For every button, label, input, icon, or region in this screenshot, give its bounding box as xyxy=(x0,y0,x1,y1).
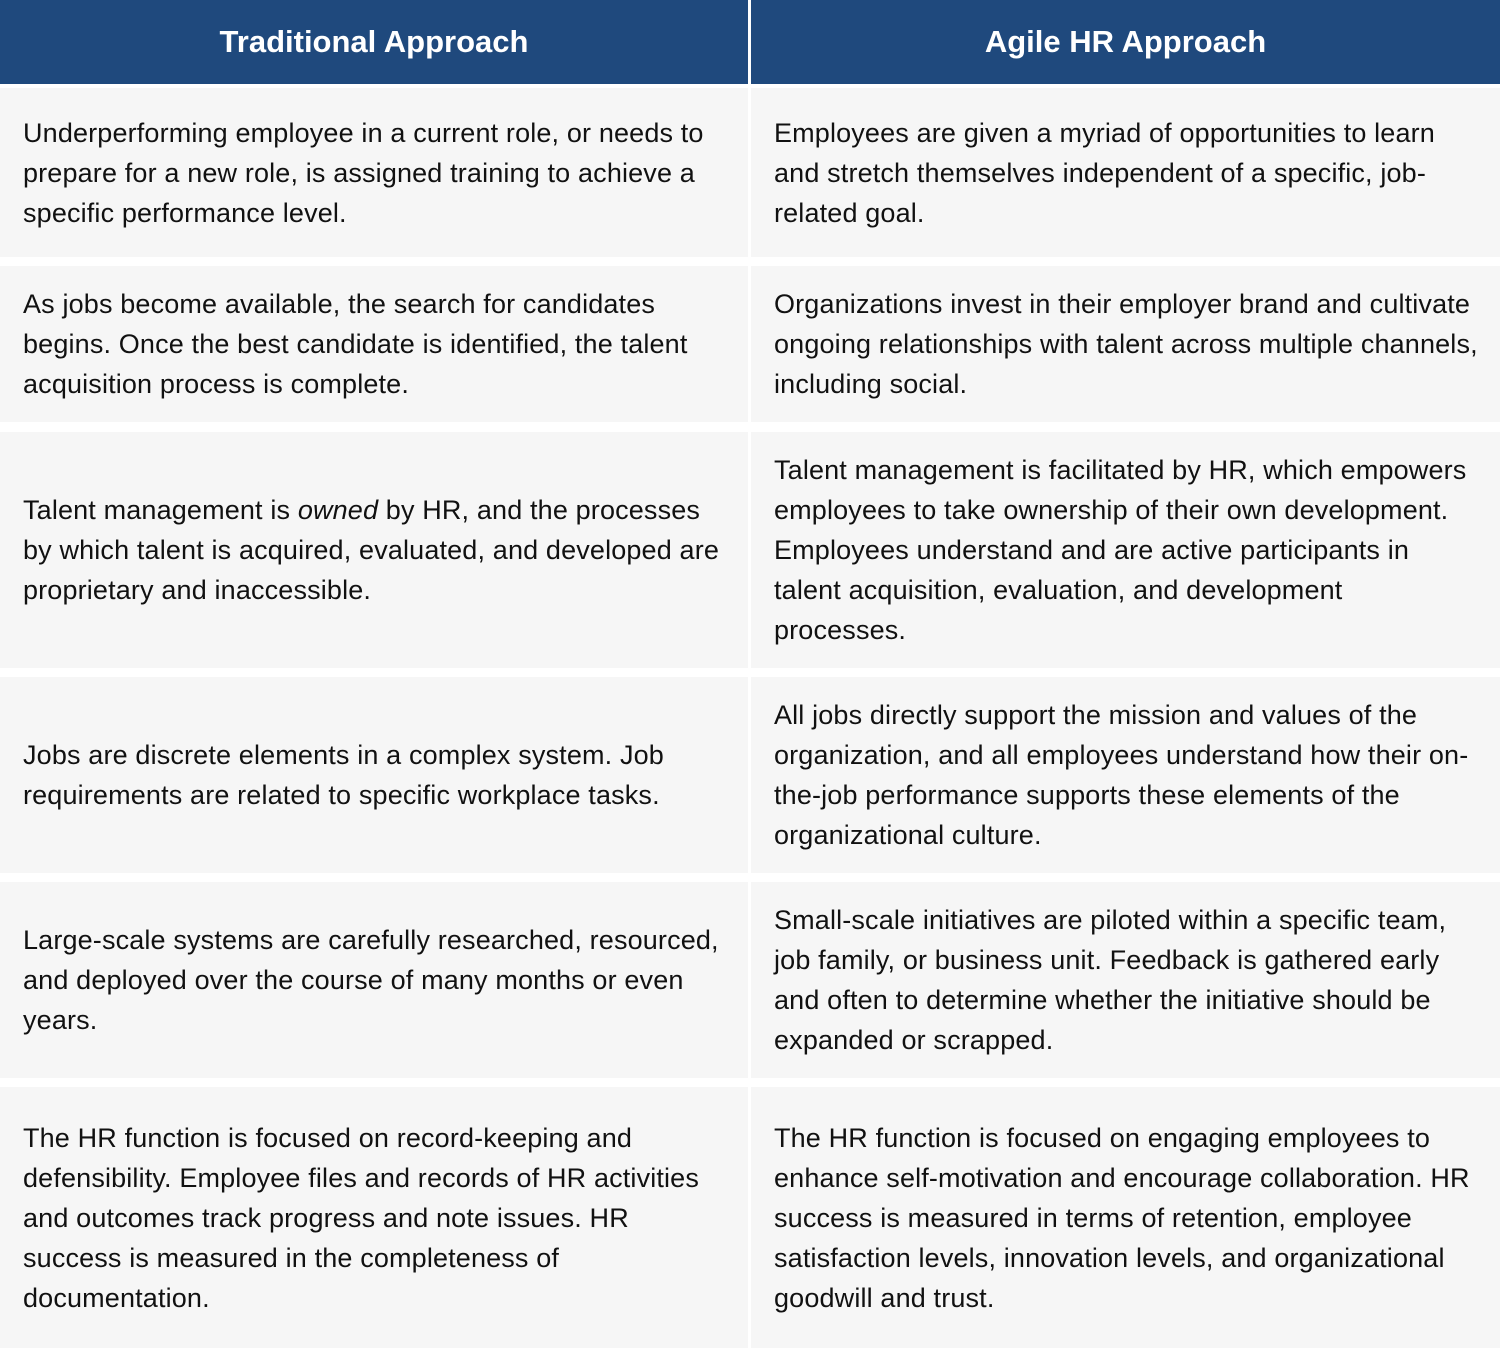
row-3-traditional-post: by HR, and the processes by which talent… xyxy=(23,495,720,605)
row-5-traditional-text: Large-scale systems are carefully resear… xyxy=(23,925,719,1035)
header-agile: Agile HR Approach xyxy=(751,0,1500,84)
row-1-agile-cell: Employees are given a myriad of opportun… xyxy=(751,88,1500,257)
row-5-agile-cell: Small-scale initiatives are piloted with… xyxy=(751,882,1500,1078)
row-3-traditional-emphasis: owned xyxy=(297,495,379,525)
row-2-agile-text: Organizations invest in their employer b… xyxy=(774,289,1478,399)
row-4-agile-cell: All jobs directly support the mission an… xyxy=(751,677,1500,873)
row-6-agile-cell: The HR function is focused on engaging e… xyxy=(751,1087,1500,1348)
row-1-traditional-cell: Underperforming employee in a current ro… xyxy=(0,88,748,257)
row-4-traditional-cell: Jobs are discrete elements in a complex … xyxy=(0,677,748,873)
row-1-traditional-text: Underperforming employee in a current ro… xyxy=(23,117,704,228)
row-3-traditional-text: Talent management is owned by HR, and th… xyxy=(23,490,726,610)
row-5-traditional-cell: Large-scale systems are carefully resear… xyxy=(0,882,748,1078)
header-traditional: Traditional Approach xyxy=(0,0,748,84)
row-3-traditional-cell: Talent management is owned by HR, and th… xyxy=(0,432,748,668)
row-3-traditional-pre: Talent management is xyxy=(23,495,298,525)
row-2-agile-cell: Organizations invest in their employer b… xyxy=(751,266,1500,422)
row-6-agile-text: The HR function is focused on engaging e… xyxy=(774,1122,1470,1313)
row-5-agile-text: Small-scale initiatives are piloted with… xyxy=(774,905,1447,1055)
row-4-traditional-text: Jobs are discrete elements in a complex … xyxy=(23,740,664,810)
row-2-traditional-text: As jobs become available, the search for… xyxy=(23,289,688,399)
row-6-traditional-cell: The HR function is focused on record-kee… xyxy=(0,1087,748,1348)
row-6-traditional-text: The HR function is focused on record-kee… xyxy=(23,1122,699,1313)
row-4-agile-text: All jobs directly support the mission an… xyxy=(774,700,1469,850)
row-3-agile-cell: Talent management is facilitated by HR, … xyxy=(751,432,1500,668)
row-3-agile-text: Talent management is facilitated by HR, … xyxy=(774,455,1467,645)
row-1-agile-text: Employees are given a myriad of opportun… xyxy=(774,117,1435,228)
row-2-traditional-cell: As jobs become available, the search for… xyxy=(0,266,748,422)
